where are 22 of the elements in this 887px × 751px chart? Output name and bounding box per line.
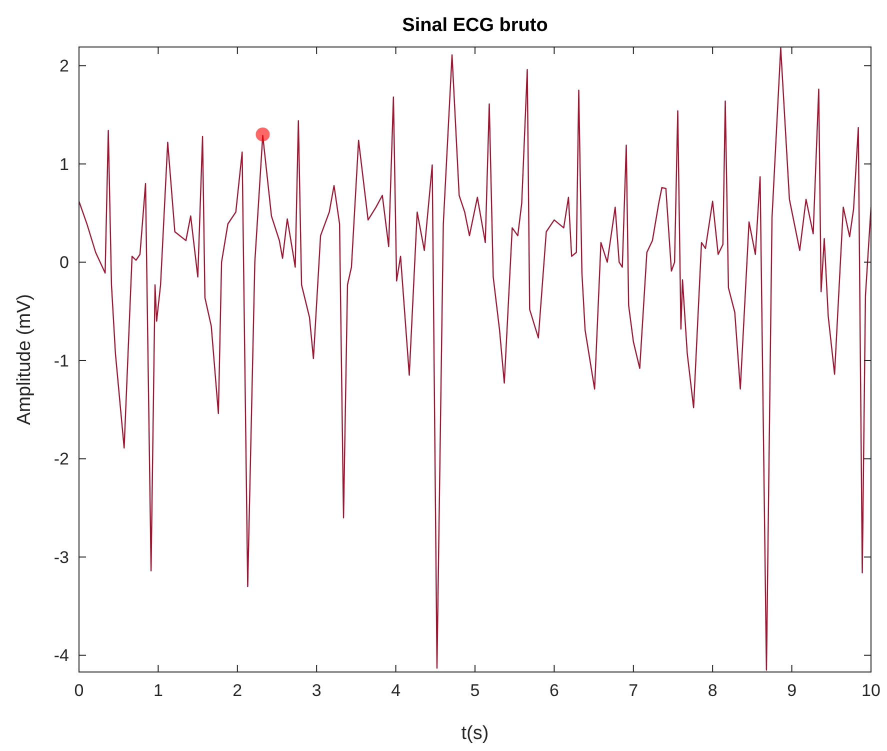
- x-tick-label: 8: [708, 681, 718, 700]
- y-tick-label: 1: [60, 154, 69, 174]
- x-tick-label: 2: [232, 681, 242, 700]
- x-tick-label: 5: [470, 681, 480, 700]
- x-tick-label: 7: [628, 681, 638, 700]
- x-axis-title: t(s): [461, 723, 489, 744]
- x-tick-label: 1: [153, 681, 163, 700]
- y-tick-label: -1: [54, 351, 69, 370]
- line-series: [79, 47, 871, 671]
- x-tick-label: 0: [74, 681, 84, 700]
- y-tick-label: -3: [54, 548, 69, 567]
- y-tick-label: -4: [54, 646, 69, 666]
- x-tick-label: 3: [312, 681, 322, 700]
- y-tick-label: -2: [54, 450, 69, 469]
- y-axis-title: Amplitude (mV): [14, 294, 35, 425]
- x-tick-label: 10: [862, 681, 880, 700]
- x-tick-label: 6: [549, 681, 559, 700]
- y-tick-label: 0: [60, 253, 69, 272]
- chart-title: Sinal ECG bruto: [402, 15, 548, 36]
- x-tick-label: 4: [391, 681, 401, 700]
- y-tick-label: 2: [60, 56, 69, 76]
- x-tick-label: 9: [787, 681, 797, 700]
